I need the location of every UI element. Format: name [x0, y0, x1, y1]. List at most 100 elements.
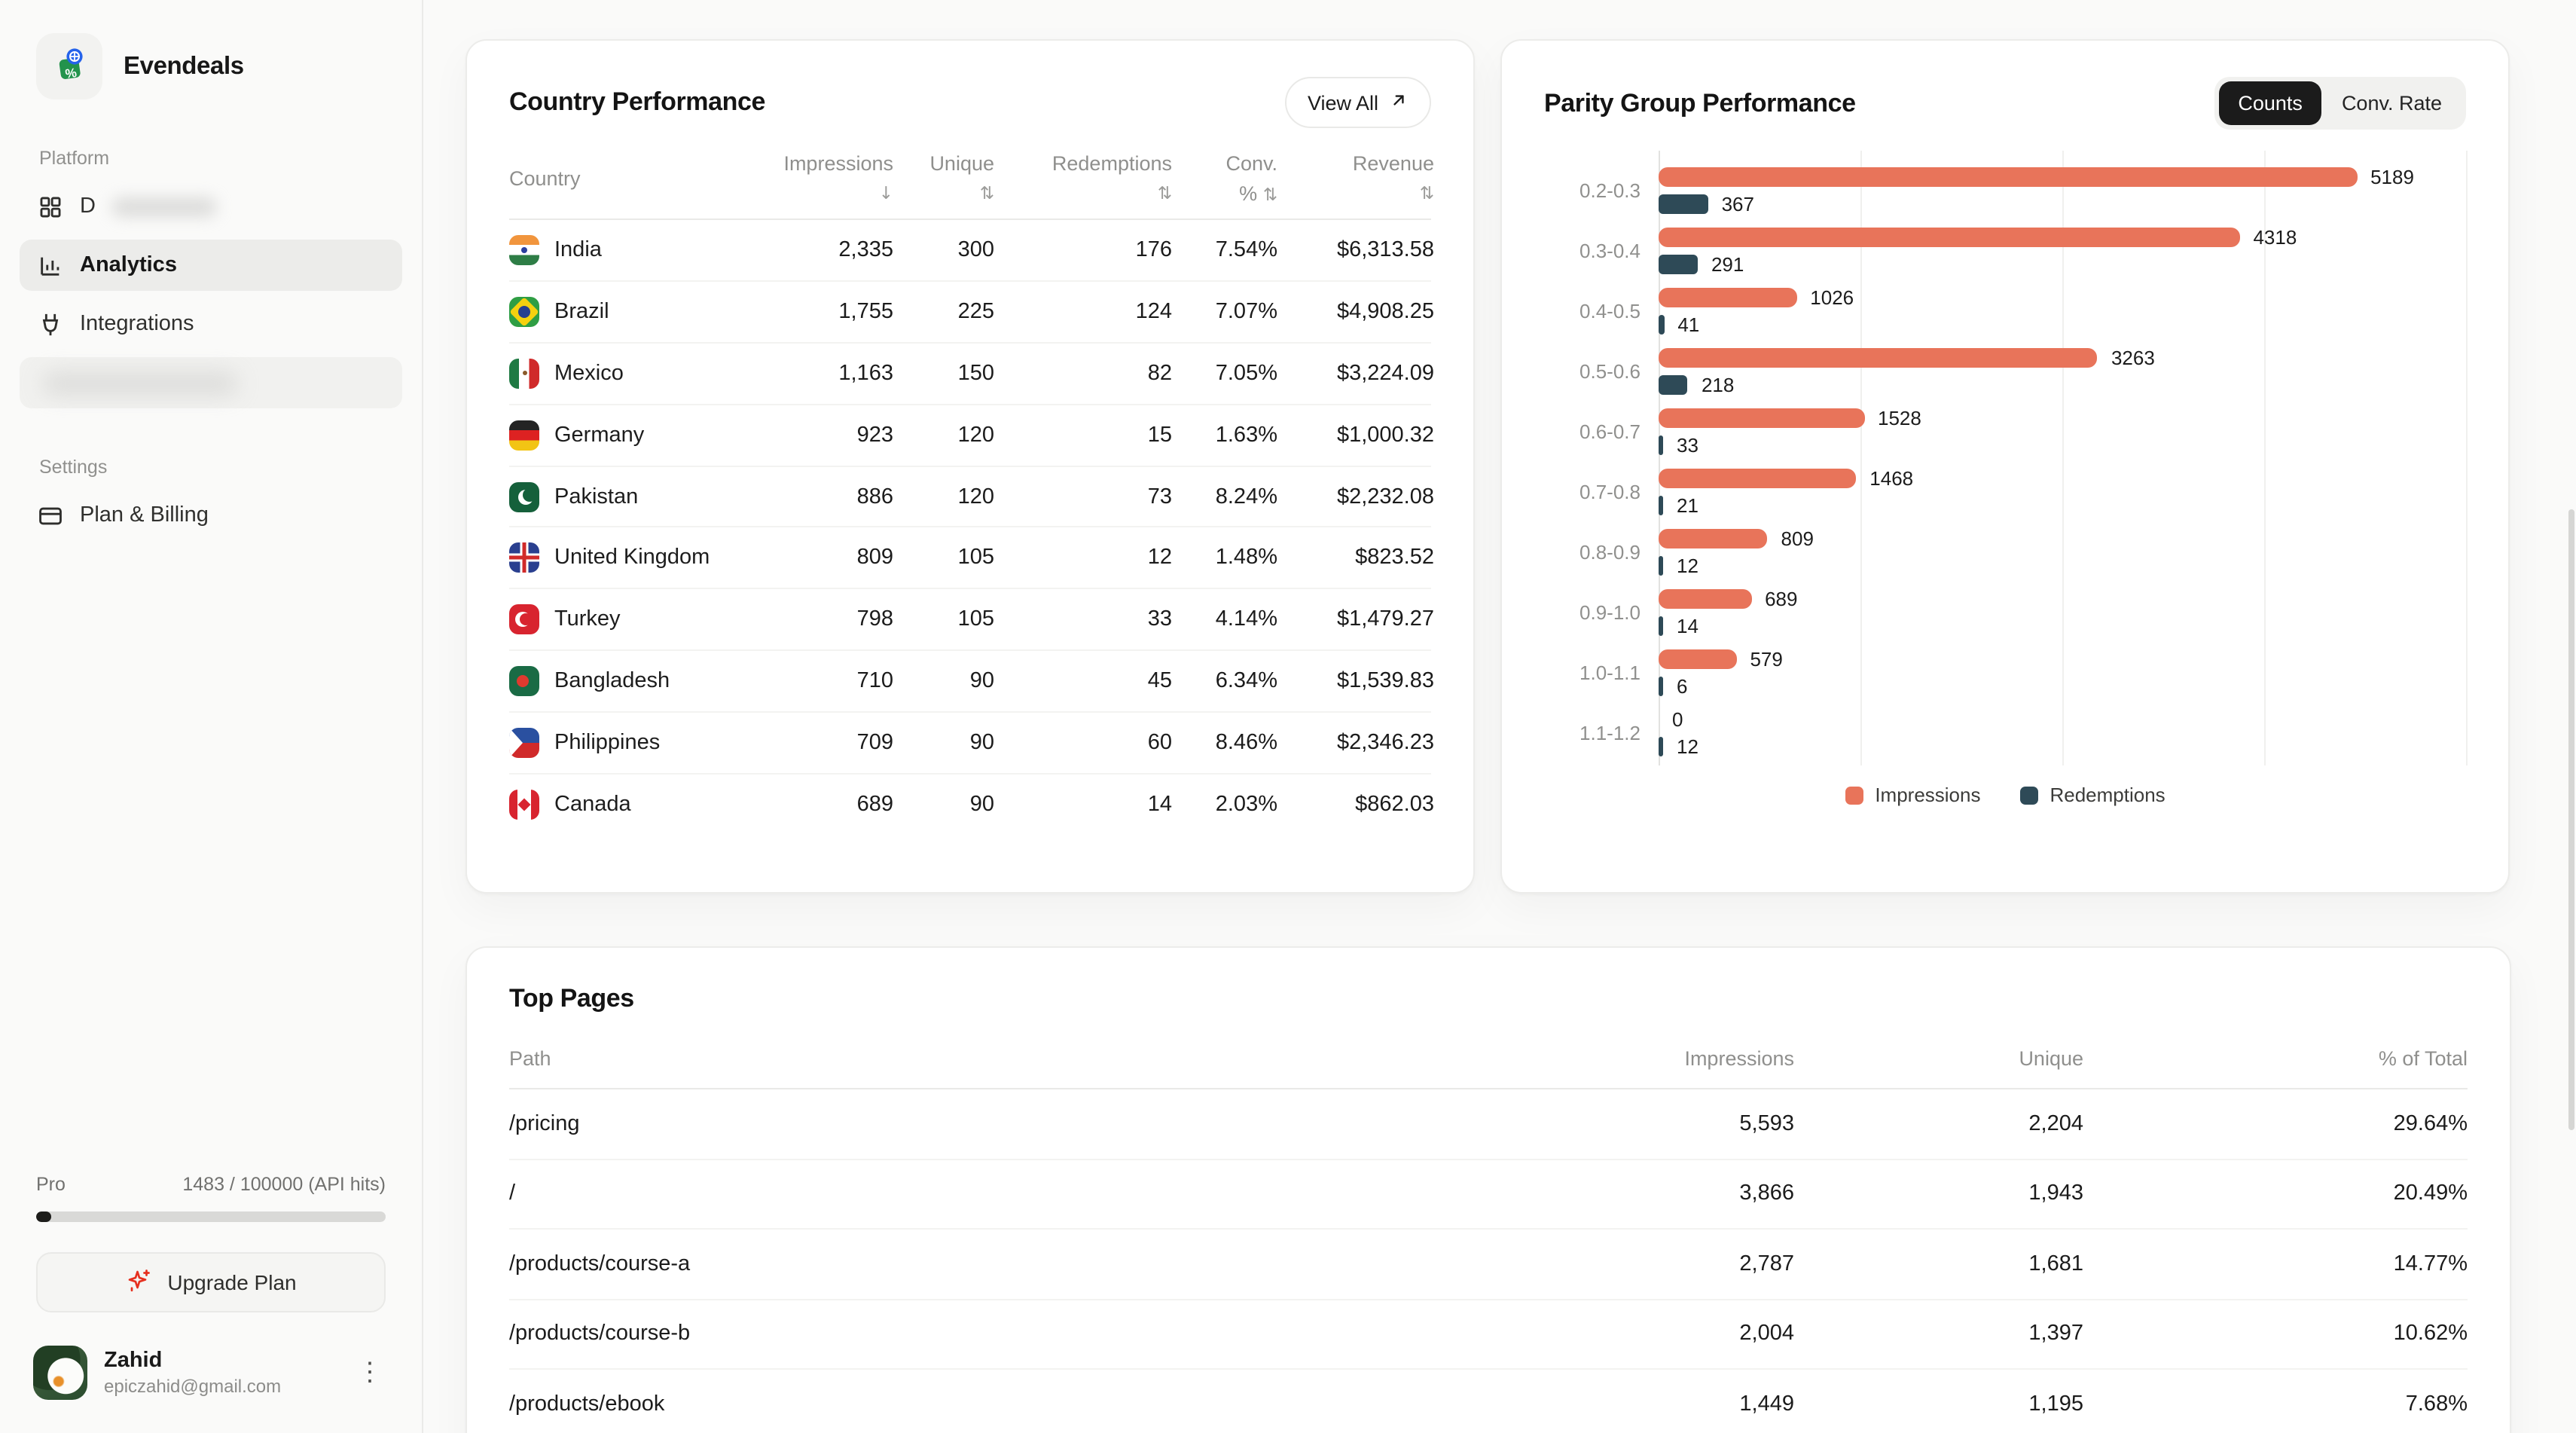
- upgrade-plan-button[interactable]: Upgrade Plan: [36, 1252, 386, 1312]
- cell-impressions: 5,593: [1739, 1111, 1794, 1136]
- cell-revenue: $2,346.23: [1336, 731, 1434, 756]
- cell-pct: 14.77%: [2393, 1251, 2468, 1276]
- redemptions-value: 41: [1677, 313, 1700, 335]
- country-name: Turkey: [554, 607, 621, 632]
- chart-category-group: 0.8-0.9 809 12: [1544, 521, 2466, 582]
- sort-both-icon: ⇅: [1262, 184, 1277, 205]
- impressions-bar: [1659, 408, 1864, 427]
- cell-redemptions: 14: [1147, 793, 1172, 817]
- column-header-revenue[interactable]: Revenue ⇅: [1352, 152, 1434, 203]
- cell-revenue: $6,313.58: [1336, 237, 1434, 262]
- sidebar-item-plan-billing[interactable]: Plan & Billing: [20, 490, 402, 541]
- cell-unique: 2,204: [2028, 1111, 2083, 1136]
- api-usage-progress-fill: [36, 1211, 51, 1222]
- category-label: 1.1-1.2: [1579, 721, 1641, 744]
- column-header-impressions: Impressions: [1684, 1047, 1794, 1070]
- impressions-bar: [1659, 528, 1768, 548]
- impressions-value: 1026: [1810, 286, 1854, 308]
- table-row: /products/course-b 2,004 1,397 10.62%: [509, 1300, 2468, 1370]
- redemptions-value: 12: [1677, 554, 1699, 576]
- redemptions-bar: [1659, 314, 1665, 334]
- sidebar-item-label: Integrations: [80, 312, 194, 336]
- sidebar-item-blurred[interactable]: [20, 357, 402, 408]
- sidebar: % Evendeals Platform D Analytics: [0, 0, 423, 1433]
- blurred-text: [42, 371, 238, 394]
- sidebar-item-label: D: [80, 194, 96, 218]
- toggle-counts[interactable]: Counts: [2218, 81, 2322, 125]
- cell-path: /products/ebook: [509, 1392, 665, 1416]
- cell-impressions: 1,449: [1739, 1392, 1794, 1416]
- sidebar-item-integrations[interactable]: Integrations: [20, 298, 402, 350]
- user-email: epiczahid@gmail.com: [104, 1376, 282, 1397]
- cell-impressions: 886: [856, 484, 893, 509]
- sidebar-item-dashboard[interactable]: D: [20, 181, 402, 232]
- table-row: Canada 689 90 14 2.03% $862.03: [509, 775, 1434, 836]
- impressions-value: 3263: [2111, 346, 2155, 368]
- column-header-conv[interactable]: Conv. % ⇅: [1225, 152, 1277, 205]
- table-row: Brazil 1,755 225 124 7.07% $4,908.25: [509, 282, 1434, 344]
- cell-redemptions: 45: [1147, 669, 1172, 694]
- scrollbar-thumb[interactable]: [2568, 509, 2574, 1130]
- country-name: Germany: [554, 423, 645, 448]
- impressions-bar: [1659, 347, 2098, 367]
- avatar[interactable]: [33, 1346, 87, 1400]
- cell-impressions: 689: [856, 793, 893, 817]
- cell-pct: 10.62%: [2393, 1321, 2468, 1346]
- impressions-bar: [1659, 649, 1737, 668]
- cell-redemptions: 15: [1147, 423, 1172, 448]
- flag-icon-ph: [509, 728, 539, 759]
- legend-impressions: Impressions: [1845, 784, 1980, 806]
- column-header-impressions[interactable]: Impressions ↓: [783, 152, 893, 203]
- chart-category-group: 0.3-0.4 4318 291: [1544, 220, 2466, 280]
- cell-path: /: [509, 1181, 516, 1206]
- cell-redemptions: 176: [1135, 237, 1172, 262]
- kebab-menu-icon[interactable]: ⋮: [357, 1358, 383, 1386]
- cell-impressions: 2,787: [1739, 1251, 1794, 1276]
- parity-bar-chart: 0.2-0.3 5189 367 0.3-0.4 4318 291 0.4-0.5 1026 4…: [1544, 151, 2468, 765]
- table-row: Germany 923 120 15 1.63% $1,000.32: [509, 405, 1434, 467]
- category-label: 0.8-0.9: [1579, 540, 1641, 563]
- country-name: Brazil: [554, 299, 609, 324]
- cell-unique: 105: [957, 545, 994, 570]
- cell-unique: 1,943: [2028, 1181, 2083, 1206]
- column-header-unique[interactable]: Unique ⇅: [929, 152, 994, 203]
- category-label: 0.2-0.3: [1579, 179, 1641, 201]
- column-header-redemptions[interactable]: Redemptions ⇅: [1051, 152, 1172, 203]
- view-all-button[interactable]: View All: [1284, 77, 1431, 128]
- sidebar-item-label: Plan & Billing: [80, 503, 209, 527]
- cell-conv: 8.46%: [1215, 731, 1277, 756]
- cell-redemptions: 12: [1147, 545, 1172, 570]
- country-name: Mexico: [554, 361, 624, 386]
- sidebar-item-analytics[interactable]: Analytics: [20, 240, 402, 291]
- cell-impressions: 1,163: [838, 361, 893, 386]
- toggle-conv-rate[interactable]: Conv. Rate: [2341, 92, 2442, 115]
- chart-legend: Impressions Redemptions: [1544, 784, 2466, 806]
- flag-icon-bd: [509, 666, 539, 697]
- redemptions-value: 291: [1711, 252, 1744, 275]
- api-usage-progressbar: [36, 1211, 386, 1222]
- cell-pct: 29.64%: [2393, 1111, 2468, 1136]
- cell-revenue: $2,232.08: [1336, 484, 1434, 509]
- cell-conv: 7.05%: [1215, 361, 1277, 386]
- table-row: /products/course-a 2,787 1,681 14.77%: [509, 1230, 2468, 1300]
- chart-category-group: 0.9-1.0 689 14: [1544, 582, 2466, 642]
- user-profile: Zahid epiczahid@gmail.com ⋮: [0, 1312, 422, 1433]
- external-arrow-icon: [1389, 90, 1409, 115]
- redemptions-value: 218: [1701, 373, 1735, 396]
- redemptions-value: 367: [1721, 192, 1754, 215]
- platform-nav: D Analytics Integrations: [0, 181, 422, 408]
- cell-revenue: $823.52: [1355, 545, 1434, 570]
- sort-desc-icon: ↓: [878, 182, 893, 203]
- table-row: Philippines 709 90 60 8.46% $2,346.23: [509, 713, 1434, 775]
- card-title: Top Pages: [509, 984, 634, 1013]
- parity-group-card: Parity Group Performance Counts Conv. Ra…: [1500, 39, 2510, 894]
- impressions-bar: [1659, 167, 2358, 186]
- cell-pct: 20.49%: [2393, 1181, 2468, 1206]
- cell-redemptions: 60: [1147, 731, 1172, 756]
- flag-icon-gb: [509, 542, 539, 573]
- parity-chart-groups: 0.2-0.3 5189 367 0.3-0.4 4318 291 0.4-0.5 1026 4…: [1544, 160, 2466, 762]
- column-header-country[interactable]: Country: [509, 167, 581, 190]
- impressions-bar: [1659, 227, 2240, 246]
- bar-chart-icon: [36, 252, 63, 279]
- column-header-path: Path: [509, 1047, 551, 1070]
